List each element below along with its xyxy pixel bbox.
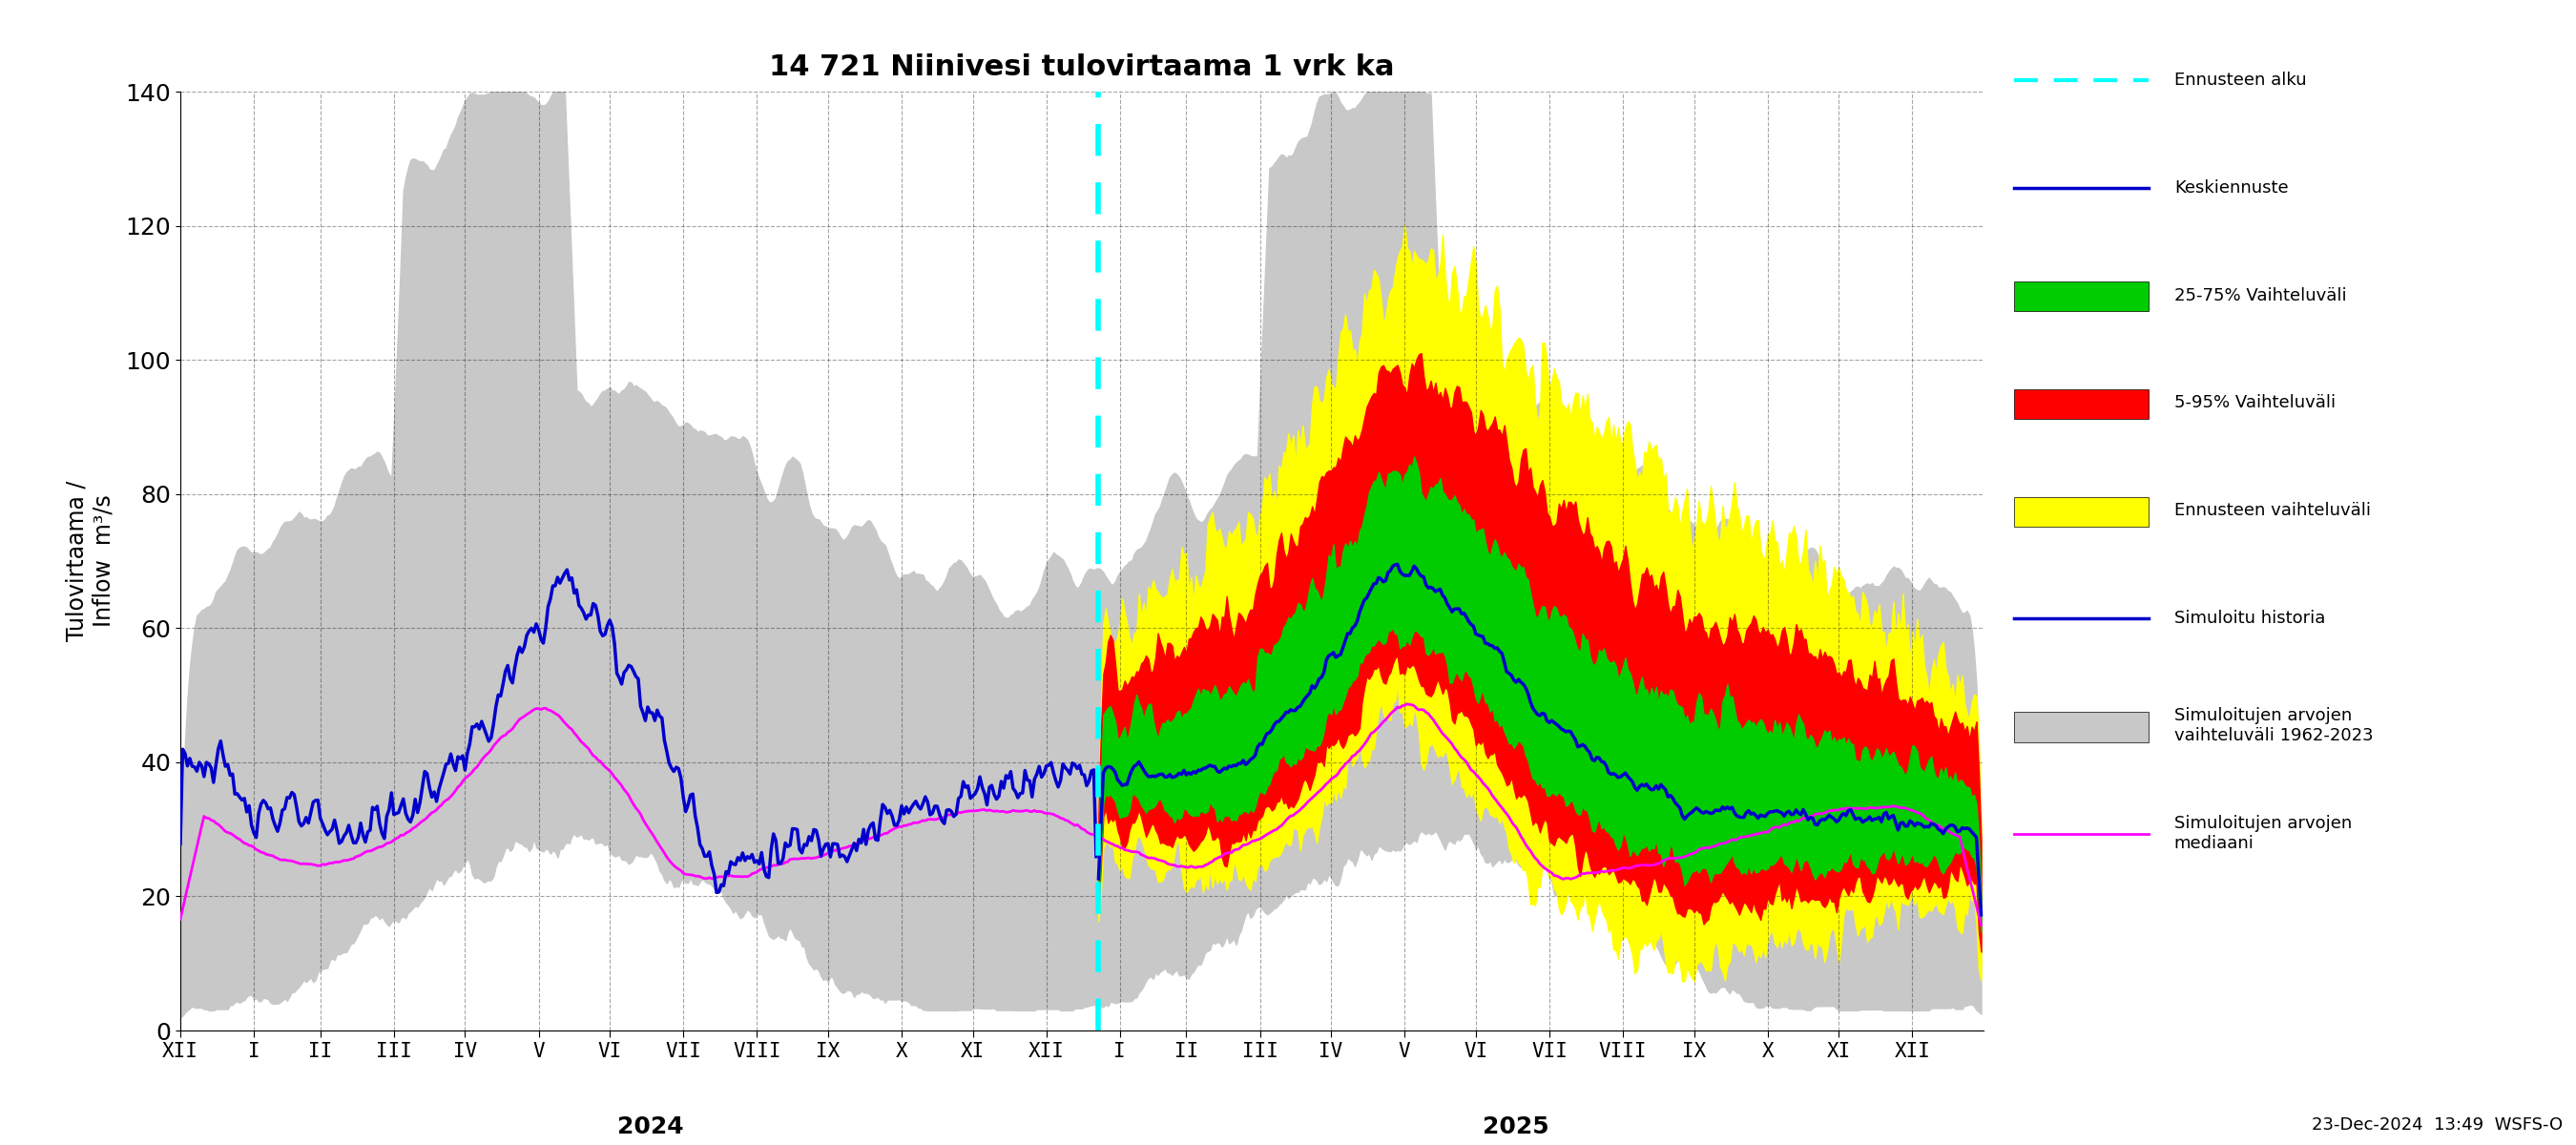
Text: Simuloitujen arvojen
vaihteluväli 1962-2023: Simuloitujen arvojen vaihteluväli 1962-2… [2174,708,2372,744]
Y-axis label: Tulovirtaama /
Inflow  m³/s: Tulovirtaama / Inflow m³/s [64,481,116,641]
Text: 2025: 2025 [1484,1115,1548,1138]
Text: 23-Dec-2024  13:49  WSFS-O: 23-Dec-2024 13:49 WSFS-O [2313,1116,2563,1134]
Text: Ennusteen alku: Ennusteen alku [2174,71,2306,88]
Text: Keskiennuste: Keskiennuste [2174,179,2287,196]
Text: Simuloitu historia: Simuloitu historia [2174,609,2326,626]
Text: Ennusteen vaihteluväli: Ennusteen vaihteluväli [2174,502,2370,519]
Text: Simuloitujen arvojen
mediaani: Simuloitujen arvojen mediaani [2174,815,2352,852]
Text: 2024: 2024 [616,1115,683,1138]
Text: 5-95% Vaihteluväli: 5-95% Vaihteluväli [2174,394,2336,411]
Text: 25-75% Vaihteluväli: 25-75% Vaihteluväli [2174,286,2347,303]
Title: 14 721 Niinivesi tulovirtaama 1 vrk ka: 14 721 Niinivesi tulovirtaama 1 vrk ka [770,54,1394,81]
